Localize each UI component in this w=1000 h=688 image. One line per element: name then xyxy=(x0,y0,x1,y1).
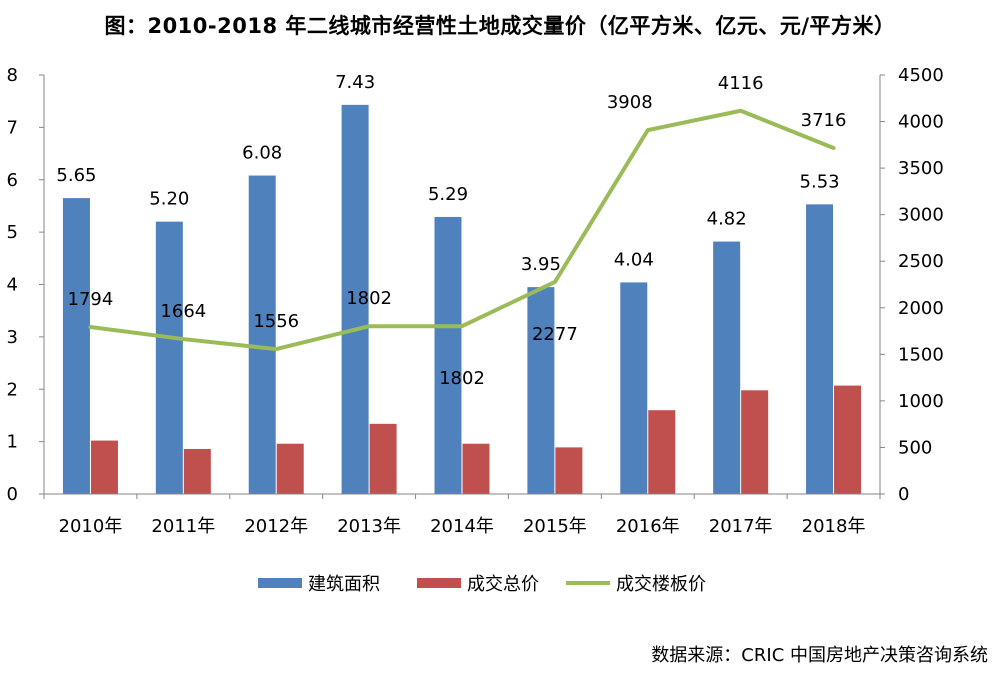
x-category-label: 2011年 xyxy=(151,516,215,537)
line-data-label: 1556 xyxy=(253,311,299,332)
bar-area-data-label: 7.43 xyxy=(335,72,375,93)
y-right-tick-label: 4500 xyxy=(898,65,944,86)
x-category-label: 2013年 xyxy=(337,516,401,537)
y-left-tick-label: 2 xyxy=(7,379,18,400)
bar-area-data-label: 3.95 xyxy=(521,254,561,275)
x-category-label: 2014年 xyxy=(430,516,494,537)
line-data-label: 4116 xyxy=(718,73,764,94)
line-data-label: 1802 xyxy=(346,288,392,309)
bar-area-data-label: 4.82 xyxy=(707,209,747,230)
legend-label: 成交总价 xyxy=(467,574,539,595)
y-right-tick-label: 1000 xyxy=(898,391,944,412)
bar-area-data-label: 5.53 xyxy=(800,171,840,192)
y-left-tick-label: 7 xyxy=(7,117,18,138)
source-note: 数据来源：CRIC 中国房地产决策咨询系统 xyxy=(651,645,988,666)
bar-area-data-label: 5.65 xyxy=(56,165,96,186)
y-left-tick-label: 8 xyxy=(7,65,18,86)
bar-area xyxy=(434,216,462,494)
bar-area xyxy=(527,287,555,494)
bar-total-price xyxy=(369,423,397,494)
bar-area xyxy=(341,104,369,494)
y-right-tick-label: 1500 xyxy=(898,344,944,365)
legend-swatch xyxy=(417,578,461,588)
line-data-label: 3716 xyxy=(801,110,847,131)
y-left-tick-label: 4 xyxy=(7,275,18,296)
line-floor-price xyxy=(88,108,836,352)
bar-total-price xyxy=(834,385,862,494)
bar-total-price xyxy=(648,410,676,494)
y-right-tick-label: 3500 xyxy=(898,158,944,179)
x-category-label: 2015年 xyxy=(523,516,587,537)
bar-total-price xyxy=(741,390,769,494)
bar-area xyxy=(248,175,276,494)
x-category-label: 2012年 xyxy=(244,516,308,537)
y-left-tick-label: 1 xyxy=(7,432,18,453)
bar-total-price xyxy=(462,443,490,494)
legend-swatch xyxy=(258,578,302,588)
bar-total-price xyxy=(183,448,211,494)
y-left-tick-label: 3 xyxy=(7,327,18,348)
x-category-label: 2018年 xyxy=(802,516,866,537)
bar-area xyxy=(806,204,834,494)
y-left-tick-label: 0 xyxy=(7,484,18,505)
x-category-label: 2017年 xyxy=(709,516,773,537)
y-left-tick-label: 6 xyxy=(7,170,18,191)
y-right-tick-label: 0 xyxy=(898,484,909,505)
line-data-label: 2277 xyxy=(532,324,578,345)
bar-area xyxy=(713,241,741,494)
bar-area-data-label: 5.29 xyxy=(428,184,468,205)
bar-area xyxy=(155,221,183,494)
bar-area xyxy=(620,282,648,494)
line-data-label: 1664 xyxy=(160,301,206,322)
bar-area xyxy=(62,198,90,495)
chart-title: 图：2010-2018 年二线城市经营性土地成交量价（亿平方米、亿元、元/平方米… xyxy=(104,14,896,38)
y-right-tick-label: 2500 xyxy=(898,251,944,272)
bar-area-data-label: 4.04 xyxy=(614,249,654,270)
y-right-tick-label: 500 xyxy=(898,437,932,458)
y-left-tick-label: 5 xyxy=(7,222,18,243)
x-category-label: 2016年 xyxy=(616,516,680,537)
y-right-tick-label: 4000 xyxy=(898,112,944,133)
line-data-label: 1802 xyxy=(439,368,485,389)
bar-total-price xyxy=(90,440,118,494)
line-data-label: 3908 xyxy=(607,92,653,113)
y-right-tick-label: 2000 xyxy=(898,298,944,319)
bar-total-price xyxy=(555,447,583,494)
y-right-tick-label: 3000 xyxy=(898,205,944,226)
bar-area-data-label: 5.20 xyxy=(149,189,189,210)
bar-area-data-label: 6.08 xyxy=(242,143,282,164)
bar-total-price xyxy=(276,443,304,494)
legend-label: 建筑面积 xyxy=(308,574,380,595)
legend-label: 成交楼板价 xyxy=(616,574,706,595)
line-data-label: 1794 xyxy=(68,289,114,310)
x-category-label: 2010年 xyxy=(59,516,123,537)
